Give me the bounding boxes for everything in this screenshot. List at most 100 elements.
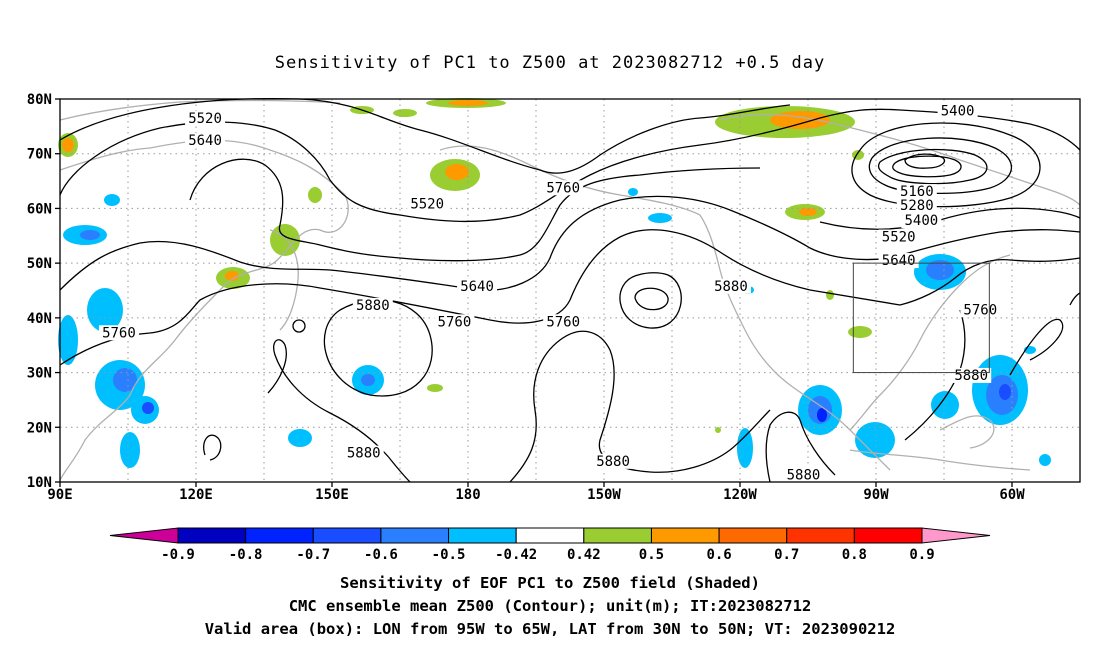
contour-line xyxy=(267,339,411,483)
contour-line xyxy=(634,287,669,311)
contour-label: 5520 xyxy=(188,111,222,127)
lon-tick-label: 90E xyxy=(47,487,72,503)
colorbar-segment xyxy=(177,527,247,544)
colorbar-segment xyxy=(448,527,517,544)
colorbar-label: 0.9 xyxy=(909,547,934,563)
contour-line xyxy=(892,155,962,178)
lat-tick-label: 40N xyxy=(27,311,52,327)
shade-negative xyxy=(104,194,120,206)
shade-negative xyxy=(288,429,312,447)
contour-line xyxy=(868,137,1013,194)
colorbar-label: -0.5 xyxy=(432,547,466,563)
contour-label: 5400 xyxy=(904,213,938,229)
colorbar-label: -0.9 xyxy=(161,547,195,563)
shade-positive xyxy=(225,271,239,281)
colorbar-label: -0.8 xyxy=(229,547,263,563)
colorbar-segment xyxy=(515,527,585,544)
contour-label-bg xyxy=(878,229,919,245)
caption-shading: Sensitivity of EOF PC1 to Z500 field (Sh… xyxy=(340,574,760,592)
colorbar-segment xyxy=(650,527,720,544)
contour-label-bg xyxy=(543,180,584,196)
lon-tick-label: 120E xyxy=(179,487,213,503)
contour-label: 5640 xyxy=(460,279,494,295)
lon-tick-label: 150W xyxy=(587,487,621,503)
contour-label: 5640 xyxy=(188,133,222,149)
shade-negative xyxy=(855,422,895,458)
contour-label-bg xyxy=(457,278,498,294)
shade-negative xyxy=(648,213,672,223)
contour-label-bg xyxy=(960,302,1001,318)
shade-negative xyxy=(817,408,827,422)
contour-label-bg xyxy=(434,314,475,330)
shade-negative xyxy=(931,391,959,419)
contour-label-bg xyxy=(783,467,824,483)
contour-label: 5160 xyxy=(900,184,934,200)
caption-valid-area: Valid area (box): LON from 95W to 65W, L… xyxy=(205,620,896,638)
caption-contour: CMC ensemble mean Z500 (Contour); unit(m… xyxy=(289,597,812,615)
contour-line xyxy=(619,272,682,329)
colorbar-label: 0.6 xyxy=(706,547,731,563)
shade-negative xyxy=(1039,454,1051,466)
contour-line xyxy=(889,229,1081,259)
shade-positive xyxy=(308,187,322,203)
coastline-north-america-east xyxy=(849,254,1011,431)
coastline-canada-arctic xyxy=(719,113,1081,206)
shade-positive xyxy=(799,208,817,216)
shade-negative xyxy=(628,188,638,196)
contour-line xyxy=(877,148,988,185)
contour-label-bg xyxy=(896,197,937,213)
contour-line xyxy=(1009,318,1064,376)
contour-line xyxy=(203,434,222,461)
shade-positive xyxy=(448,100,488,106)
valid-area-box xyxy=(852,262,990,374)
map-background xyxy=(60,99,1080,482)
contour-line xyxy=(899,109,1081,151)
contour-label-bg xyxy=(98,325,139,341)
contour-line xyxy=(292,319,306,333)
colorbar-over-triangle xyxy=(921,527,991,544)
contour-line xyxy=(59,195,891,291)
contour-label: 5760 xyxy=(546,314,580,330)
shade-negative xyxy=(87,288,123,332)
longitude-axis: 90E 120E 150E 180 150W 120W 90W 60W xyxy=(47,482,1025,503)
contour-label-bg xyxy=(185,110,226,126)
contour-line xyxy=(59,229,901,366)
shade-negative xyxy=(142,402,154,414)
map-panel: 5520 5640 5520 5640 5760 5760 5760 5880 5760 5880… xyxy=(27,92,1081,503)
contour-label: 5760 xyxy=(546,180,580,196)
shade-positive xyxy=(770,111,830,129)
contour-labels: 5520 5640 5520 5640 5760 5760 5760 5880 5760 5880… xyxy=(98,103,1001,484)
lat-tick-label: 80N xyxy=(27,92,52,108)
lon-tick-label: 60W xyxy=(999,487,1025,503)
contour-line xyxy=(851,122,1041,208)
shade-negative xyxy=(58,315,78,365)
contour-label: 5520 xyxy=(882,230,916,246)
contour-label: 5760 xyxy=(438,314,472,330)
colorbar-label: 0.42 xyxy=(567,547,601,563)
colorbar-under-triangle xyxy=(109,527,179,544)
contour-label: 5280 xyxy=(900,198,934,214)
lon-tick-label: 150E xyxy=(315,487,349,503)
colorbar-segment xyxy=(583,527,652,544)
colorbar: -0.9 -0.8 -0.7 -0.6 -0.5 -0.42 0.42 0.5 0.6 0.7 0.… xyxy=(109,527,991,563)
contour-label: 5880 xyxy=(787,468,821,484)
colorbar-segment xyxy=(853,527,923,544)
shade-negative xyxy=(926,260,954,280)
contour-label-bg xyxy=(951,367,992,383)
colorbar-segment xyxy=(786,527,855,544)
contour-line xyxy=(899,257,1081,306)
coastline-arctic xyxy=(59,99,341,121)
lat-tick-label: 70N xyxy=(27,147,52,163)
colorbar-segment xyxy=(312,527,382,544)
shade-positive xyxy=(852,150,864,160)
shade-negative xyxy=(361,374,375,386)
contour-label-bg xyxy=(593,453,634,469)
coastline-japan xyxy=(269,229,299,331)
colorbar-segment xyxy=(718,527,788,544)
shade-negative xyxy=(80,230,100,240)
shade-positive xyxy=(62,138,74,152)
latitude-axis: 80N 70N 60N 50N 40N 30N 20N 10N xyxy=(27,92,60,491)
shade-negative xyxy=(113,368,137,392)
contour-label-bg xyxy=(901,213,942,229)
